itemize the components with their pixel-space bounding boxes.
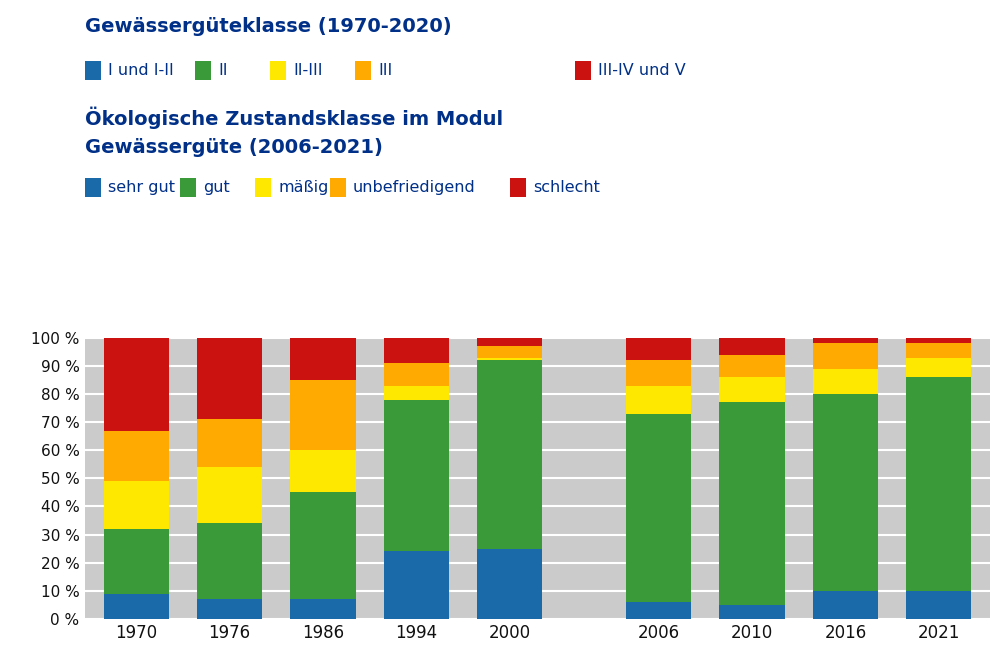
Bar xyxy=(104,529,169,593)
Bar xyxy=(197,338,262,419)
Bar xyxy=(290,492,356,599)
Bar xyxy=(906,343,971,357)
Text: Gewässergüte (2006-2021): Gewässergüte (2006-2021) xyxy=(85,138,383,157)
Bar xyxy=(813,343,878,369)
Bar xyxy=(906,338,971,343)
Bar xyxy=(477,357,542,361)
Text: schlecht: schlecht xyxy=(533,180,600,195)
Bar xyxy=(104,593,169,619)
Bar xyxy=(104,338,169,431)
Bar xyxy=(197,523,262,599)
Text: Gewässergüteklasse (1970-2020): Gewässergüteklasse (1970-2020) xyxy=(85,17,452,35)
Bar xyxy=(384,338,449,363)
Bar xyxy=(197,419,262,467)
Bar xyxy=(626,338,691,361)
Bar xyxy=(290,450,356,492)
Bar xyxy=(906,357,971,377)
Bar xyxy=(719,403,785,605)
Bar xyxy=(104,431,169,481)
Bar xyxy=(906,377,971,591)
Text: II-III: II-III xyxy=(293,63,323,78)
Text: III-IV und V: III-IV und V xyxy=(598,63,686,78)
Text: mäßig: mäßig xyxy=(278,180,328,195)
Bar xyxy=(719,355,785,377)
Bar xyxy=(290,338,356,380)
Bar xyxy=(477,338,542,347)
Bar xyxy=(477,347,542,357)
Bar xyxy=(719,377,785,403)
Bar xyxy=(384,363,449,385)
Text: sehr gut: sehr gut xyxy=(108,180,175,195)
Bar xyxy=(104,481,169,529)
Text: Ökologische Zustandsklasse im Modul: Ökologische Zustandsklasse im Modul xyxy=(85,107,503,130)
Bar xyxy=(719,605,785,619)
Bar xyxy=(813,338,878,343)
Bar xyxy=(197,467,262,523)
Bar xyxy=(813,394,878,591)
Bar xyxy=(626,361,691,385)
Bar xyxy=(477,549,542,619)
Bar xyxy=(813,591,878,619)
Bar xyxy=(719,338,785,355)
Bar xyxy=(384,385,449,399)
Bar xyxy=(197,599,262,619)
Text: gut: gut xyxy=(203,180,230,195)
Bar xyxy=(626,413,691,602)
Bar xyxy=(290,599,356,619)
Text: unbefriedigend: unbefriedigend xyxy=(353,180,476,195)
Text: II: II xyxy=(218,63,228,78)
Bar xyxy=(813,369,878,394)
Bar xyxy=(290,380,356,450)
Bar xyxy=(477,361,542,549)
Bar xyxy=(384,399,449,551)
Bar xyxy=(384,551,449,619)
Bar xyxy=(906,591,971,619)
Bar xyxy=(626,385,691,413)
Bar xyxy=(626,602,691,619)
Text: I und I-II: I und I-II xyxy=(108,63,174,78)
Text: III: III xyxy=(378,63,392,78)
